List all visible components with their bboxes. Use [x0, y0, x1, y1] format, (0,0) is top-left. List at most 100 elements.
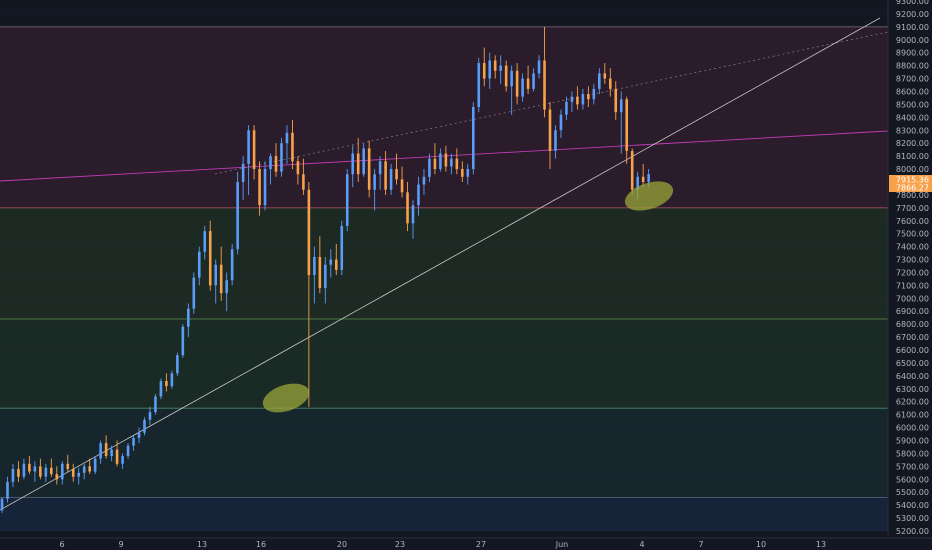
candle-body-44 [241, 163, 245, 182]
y-tick-label-6500: 6500.00 [896, 359, 929, 368]
candle-body-113 [619, 99, 623, 113]
candle-body-72 [395, 169, 398, 180]
y-tick-label-9000: 9000.00 [896, 36, 929, 45]
price-axis-background [888, 0, 932, 550]
candle-body-40 [219, 264, 223, 294]
candle-body-7 [39, 466, 42, 477]
price-tag-0: 7915.36 [896, 176, 929, 185]
candle-body-60 [329, 259, 333, 265]
y-tick-label-9100: 9100.00 [896, 23, 929, 32]
y-tick-label-8400: 8400.00 [896, 113, 929, 122]
candle-body-106 [581, 94, 585, 105]
candle-body-74 [406, 192, 409, 224]
candle-body-67 [367, 148, 371, 190]
price-tag-bg-0 [889, 175, 932, 184]
candle-body-112 [614, 88, 618, 113]
candle-body-69 [378, 161, 382, 175]
candle-body-42 [230, 249, 234, 281]
candle-body-61 [334, 259, 338, 270]
candle-body-26 [143, 419, 146, 433]
y-tick-label-5900: 5900.00 [896, 437, 929, 446]
candle-body-88 [482, 63, 486, 79]
y-tick-label-8000: 8000.00 [896, 165, 929, 174]
candle-body-20 [110, 449, 113, 457]
candle-body-63 [345, 174, 349, 226]
candle-body-82 [450, 158, 453, 167]
x-tick-label-2: 13 [197, 540, 207, 549]
candle-body-22 [121, 456, 124, 464]
candle-body-48 [263, 169, 267, 206]
y-tick-label-6400: 6400.00 [896, 372, 929, 381]
y-tick-label-8800: 8800.00 [896, 62, 929, 71]
candle-body-15 [82, 466, 86, 473]
candle-body-14 [77, 472, 81, 477]
candle-body-118 [647, 174, 650, 182]
x-tick-label-8: 4 [639, 540, 644, 549]
candle-body-114 [625, 99, 629, 151]
candle-body-13 [71, 468, 75, 477]
candle-body-107 [587, 94, 590, 100]
y-tick-label-5600: 5600.00 [896, 475, 929, 484]
candle-body-21 [115, 449, 119, 464]
highlight-ellipse-current [624, 181, 674, 211]
x-tick-label-7: Jun [555, 540, 569, 549]
candle-body-91 [499, 65, 502, 71]
candle-body-115 [630, 150, 634, 190]
candle-body-75 [411, 205, 415, 224]
candle-body-95 [521, 78, 524, 97]
y-tick-label-9300: 9300.00 [896, 0, 929, 6]
y-tick-label-5700: 5700.00 [896, 462, 929, 471]
candle-body-62 [340, 225, 344, 270]
candle-body-33 [181, 326, 185, 356]
candle-body-47 [258, 169, 261, 206]
x-tick-label-9: 7 [698, 540, 703, 549]
y-tick-label-6200: 6200.00 [896, 398, 929, 407]
candle-body-92 [504, 65, 508, 87]
candle-body-77 [422, 176, 426, 185]
candle-body-29 [159, 381, 163, 397]
candle-body-73 [400, 179, 404, 193]
y-tick-label-6900: 6900.00 [896, 307, 929, 316]
y-tick-label-9200: 9200.00 [896, 10, 929, 19]
candle-body-17 [93, 458, 97, 472]
candle-body-56 [307, 189, 311, 276]
y-tick-label-8500: 8500.00 [896, 100, 929, 109]
candle-body-76 [417, 184, 420, 206]
y-tick-label-5800: 5800.00 [896, 449, 929, 458]
y-tick-label-8200: 8200.00 [896, 139, 929, 148]
candle-body-41 [225, 280, 228, 294]
candle-body-54 [296, 161, 300, 175]
candle-body-89 [488, 60, 492, 79]
candle-body-51 [280, 143, 283, 172]
candle-body-100 [548, 109, 552, 151]
candle-body-116 [636, 176, 639, 190]
candle-body-53 [291, 132, 294, 162]
candle-body-11 [60, 463, 64, 480]
candle-body-87 [477, 63, 481, 107]
candle-body-37 [203, 231, 207, 252]
x-tick-label-10: 10 [756, 540, 766, 549]
candle-body-103 [565, 101, 568, 115]
y-tick-label-6700: 6700.00 [896, 333, 929, 342]
y-tick-label-8600: 8600.00 [896, 87, 929, 96]
y-tick-label-6000: 6000.00 [896, 424, 929, 433]
candle-body-23 [126, 445, 130, 457]
candle-body-25 [137, 432, 141, 438]
candle-body-4 [22, 463, 26, 477]
highlight-ellipse-low [262, 383, 310, 413]
y-tick-label-8100: 8100.00 [896, 152, 929, 161]
candle-body-94 [515, 70, 519, 97]
candle-body-34 [187, 308, 190, 327]
candle-body-66 [362, 148, 365, 175]
y-tick-label-5200: 5200.00 [896, 527, 929, 536]
candle-body-117 [641, 176, 645, 182]
candle-body-31 [170, 373, 174, 387]
candle-body-1 [6, 481, 9, 499]
candle-body-46 [252, 130, 256, 170]
candle-body-81 [444, 153, 448, 167]
candle-body-3 [17, 468, 20, 477]
y-tick-label-6100: 6100.00 [896, 411, 929, 420]
candle-body-71 [389, 169, 393, 190]
